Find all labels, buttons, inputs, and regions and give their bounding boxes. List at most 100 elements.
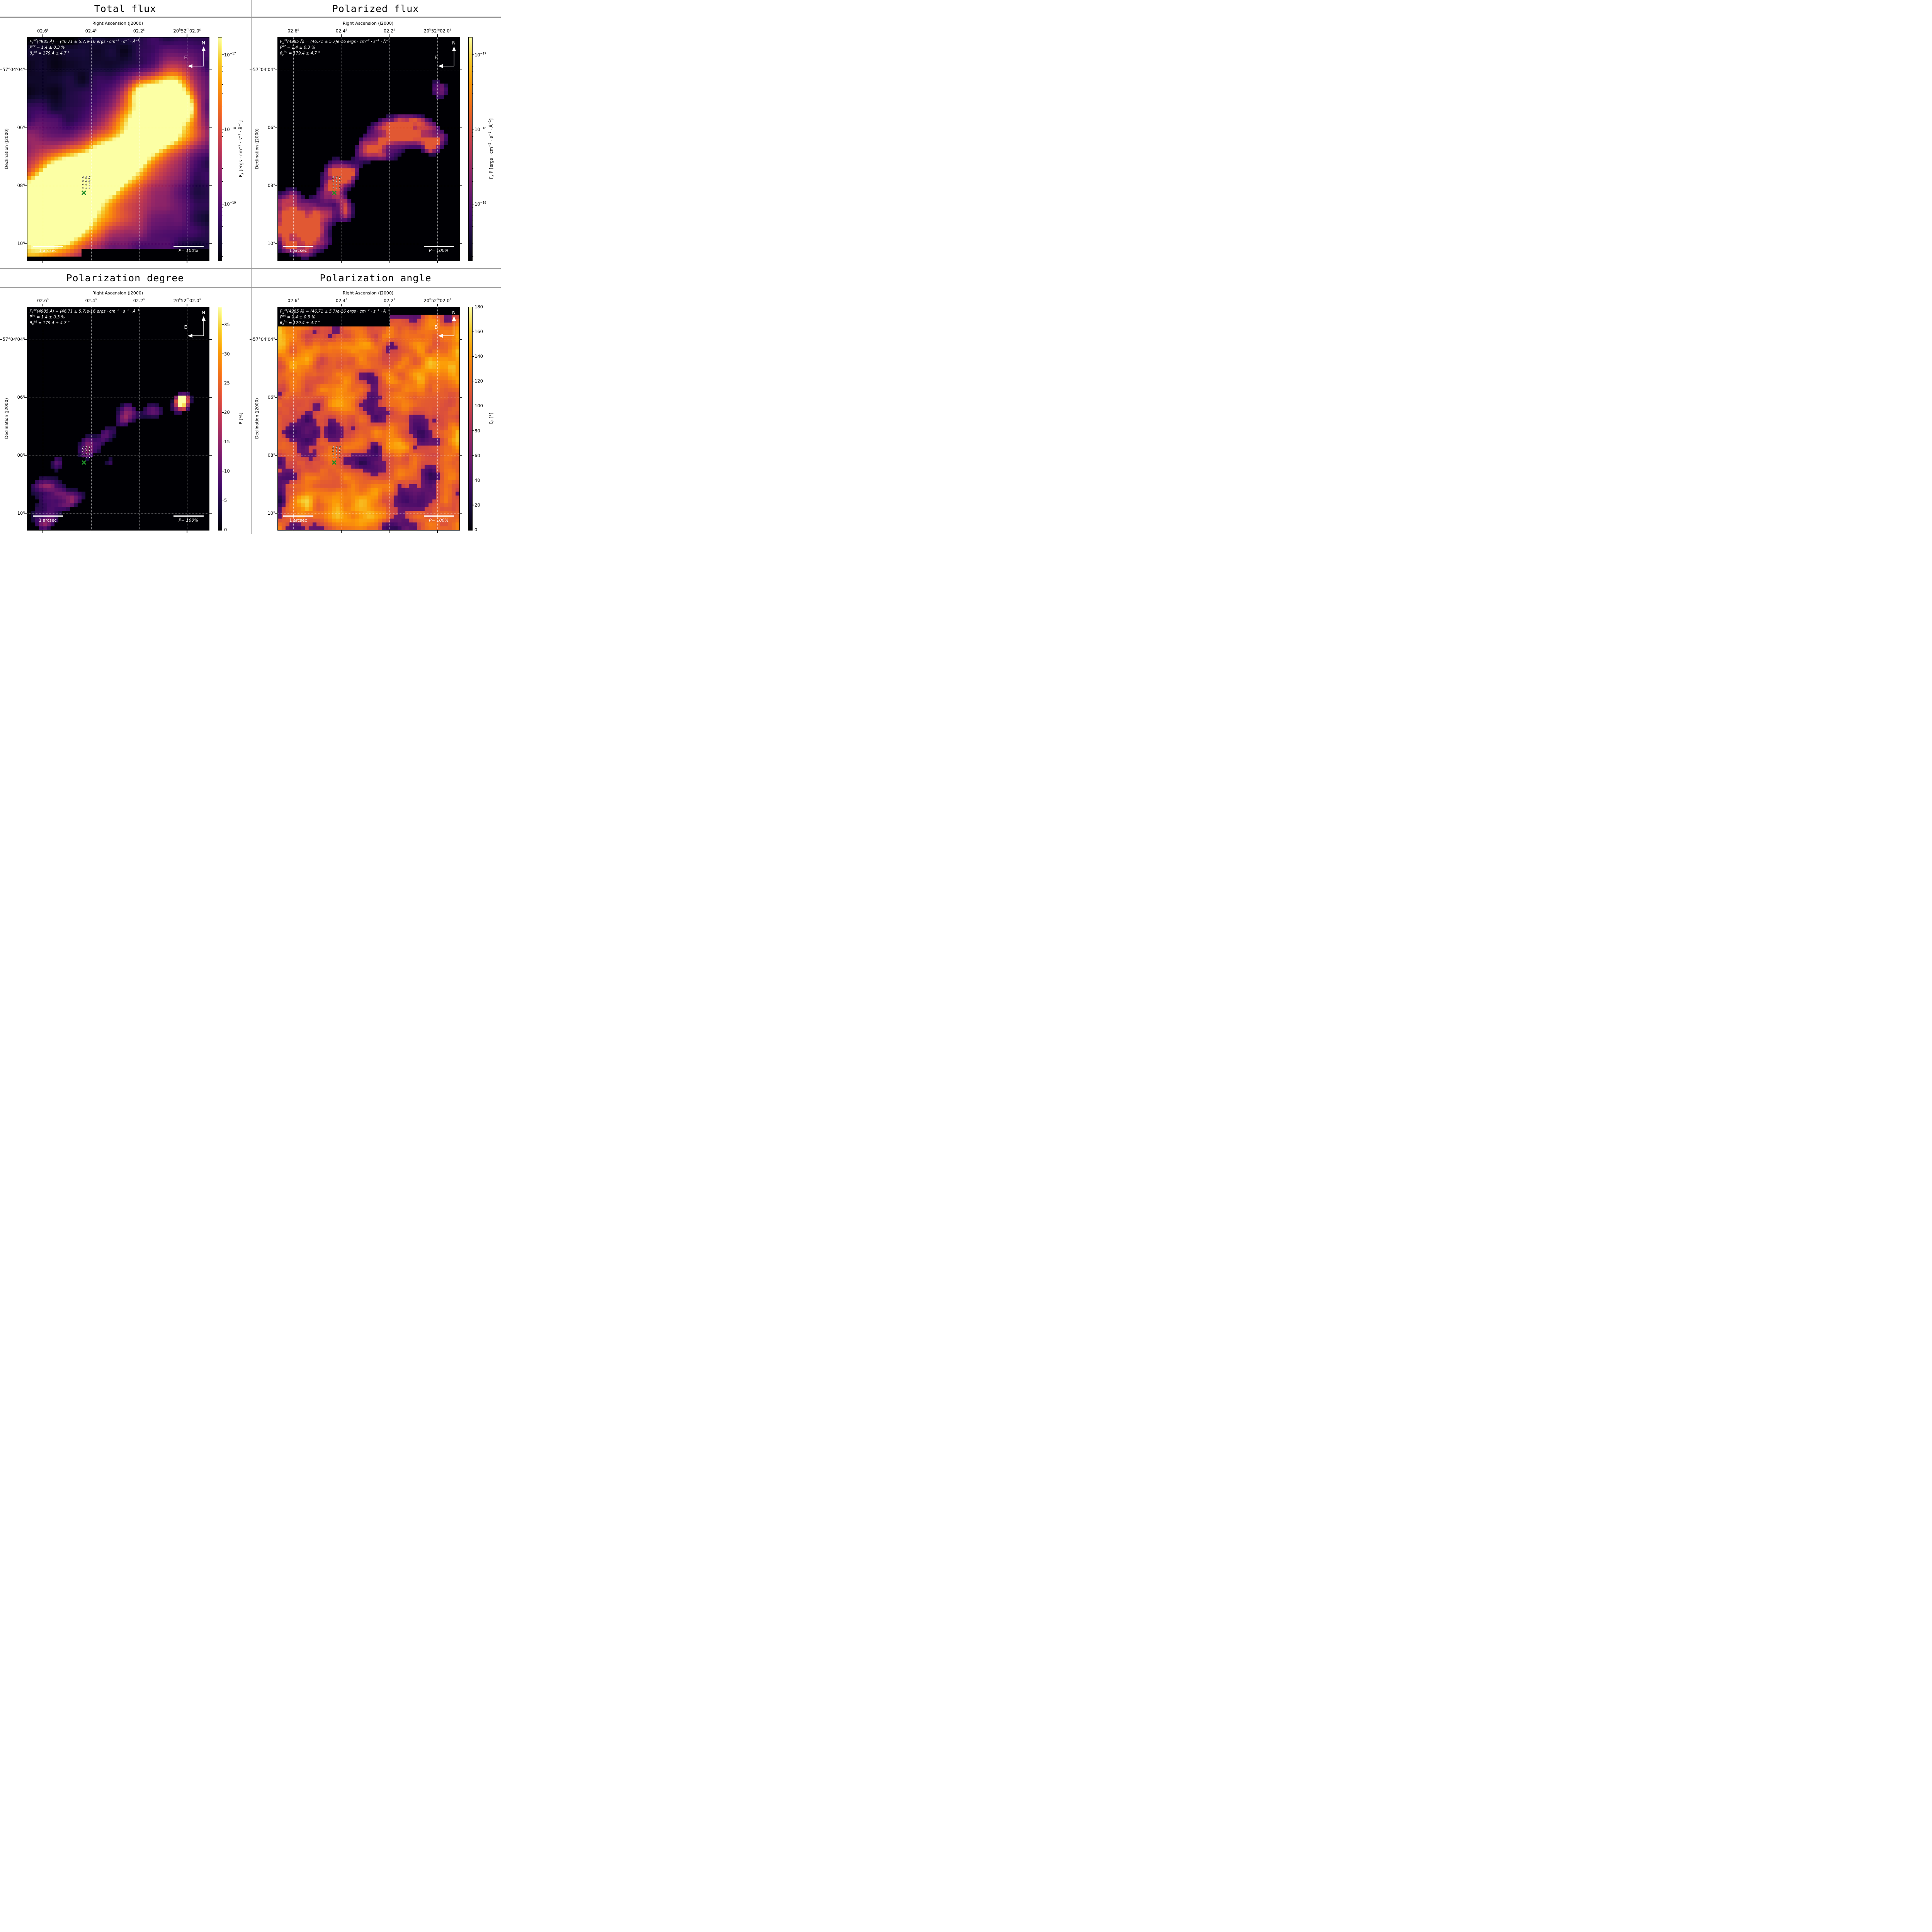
ra-tick-label: 02.4s (335, 298, 347, 303)
y-axis-tick (209, 185, 212, 186)
source-x-marker (82, 460, 87, 465)
y-axis-tick (209, 455, 212, 456)
y-axis-tick (209, 513, 212, 514)
ra-tick-label: 20h52m02.0s (423, 28, 451, 34)
y-axis-tick (24, 455, 27, 456)
ra-axis-title: Right Ascension (J2000) (92, 291, 143, 296)
y-axis-tick (24, 397, 27, 398)
colorbar (218, 37, 222, 261)
colorbar-major-tick (472, 455, 474, 456)
dec-axis-title: Declination (J2000) (4, 398, 9, 439)
ra-tick-label: 02.2s (133, 28, 145, 34)
ra-tick-label: 02.6s (37, 28, 49, 34)
compass-arrows-icon (187, 46, 206, 68)
y-axis-tick (459, 513, 462, 514)
colorbar-minor-tick (222, 136, 223, 137)
y-axis-tick (274, 455, 277, 456)
polarization-legend-label: P= 100% (429, 248, 449, 253)
colorbar-tick-label: 10−18 (474, 126, 486, 132)
colorbar-axis-label: Fλ·P [ergs · cm−2 · s−1 · Å−1] (488, 118, 495, 179)
colorbar-major-tick (222, 324, 224, 325)
annotation-pol-degree-line: Pint = 1.4 ± 0.3 % (280, 314, 315, 320)
colorbar-axis-label: θP [°] (488, 412, 495, 424)
gridline-vertical (293, 307, 294, 530)
heatmap-canvas (277, 37, 459, 260)
panel-title-polarization-degree: Polarization degree (66, 272, 184, 284)
dec-tick-label: −57°04'04" (249, 67, 276, 73)
compass: N E (183, 310, 208, 341)
y-axis-tick (209, 339, 212, 340)
integrated-values-annotation: Fλint(4985 Å) = (46.71 ± 5.7)e-16 ergs ·… (30, 39, 139, 56)
polarization-legend-bar (423, 246, 454, 247)
colorbar-tick-label: 20 (474, 502, 480, 508)
compass-east-label: E (434, 54, 438, 60)
compass-arrows-icon (187, 316, 206, 338)
colorbar (468, 307, 473, 531)
compass: N E (183, 40, 208, 71)
annotation-flux-line: Fλint(4985 Å) = (46.71 ± 5.7)e-16 ergs ·… (29, 39, 139, 45)
colorbar-major-tick (472, 54, 474, 55)
colorbar-tick-label: 15 (224, 439, 230, 445)
compass-north-label: N (452, 40, 456, 46)
colorbar-tick-label: 10−19 (224, 201, 236, 207)
colorbar-tick-label: 40 (474, 477, 480, 483)
compass-north-label: N (452, 310, 456, 315)
colorbar-minor-tick (222, 181, 223, 182)
annotation-pol-angle-line: θPint = 179.4 ± 4.7 ° (29, 50, 70, 57)
scalebar-label: 1 arcsec (289, 248, 307, 253)
annotation-pol-angle-line: θPint = 179.4 ± 4.7 ° (280, 320, 320, 327)
gridline-vertical (91, 307, 92, 530)
ra-tick-label: 02.6s (287, 298, 299, 303)
polarization-legend-bar (173, 246, 204, 247)
annotation-pol-degree-line: Pint = 1.4 ± 0.3 % (280, 44, 315, 50)
gridline-vertical (293, 37, 294, 260)
colorbar-tick-label: 10 (224, 468, 230, 474)
ra-tick-label: 02.2s (133, 298, 145, 303)
compass: N E (433, 310, 459, 341)
panel-polarization-degree: Right Ascension (J2000) Declination (J20… (0, 287, 250, 534)
heatmap-canvas (277, 307, 459, 530)
ra-tick-label: 20h52m02.0s (173, 28, 201, 34)
polarization-legend-label: P= 100% (179, 518, 198, 523)
polarization-vectors (332, 446, 341, 459)
ra-tick-label: 02.4s (85, 298, 97, 303)
colorbar-axis-label: Fλ [ergs · cm−2 · s−1 · Å−1] (238, 120, 245, 177)
scalebar (283, 515, 313, 517)
integrated-values-annotation: Fλint(4985 Å) = (46.71 ± 5.7)e-16 ergs ·… (280, 39, 390, 56)
figure-root: Total flux Polarized flux Polarization d… (0, 0, 501, 534)
scalebar (32, 515, 63, 517)
dec-tick-label: −57°04'04" (0, 67, 25, 73)
y-axis-tick (459, 243, 462, 244)
compass-east-label: E (184, 324, 187, 330)
colorbar-tick-label: 30 (224, 351, 230, 357)
colorbar-tick-label: 10−17 (224, 51, 236, 58)
ra-tick-label: 02.2s (383, 298, 395, 303)
colorbar-tick-label: 25 (224, 380, 230, 386)
colorbar-major-tick (222, 54, 224, 55)
annotation-pol-angle-line: θPint = 179.4 ± 4.7 ° (280, 50, 320, 57)
heatmap-canvas (27, 307, 209, 530)
x-axis-tick (341, 34, 342, 37)
colorbar-tick-label: 0 (474, 527, 478, 532)
panel-title-polarization-angle: Polarization angle (320, 272, 432, 284)
compass: N E (433, 40, 459, 71)
ra-tick-label: 02.4s (85, 28, 97, 34)
compass-east-label: E (184, 54, 187, 60)
gridline-vertical (437, 37, 438, 260)
scalebar (283, 246, 313, 247)
colorbar-tick-label: 20 (224, 410, 230, 415)
dec-tick-label: 08" (17, 183, 25, 189)
dec-tick-label: 06" (267, 125, 276, 131)
y-axis-tick (274, 243, 277, 244)
annotation-pol-degree-line: Pint = 1.4 ± 0.3 % (29, 314, 65, 320)
annotation-flux-line: Fλint(4985 Å) = (46.71 ± 5.7)e-16 ergs ·… (280, 308, 390, 315)
colorbar (218, 307, 222, 531)
colorbar-tick-label: 10−18 (224, 126, 236, 132)
ra-tick-label: 20h52m02.0s (173, 298, 201, 303)
compass-arrows-icon (438, 316, 456, 338)
panel-polarization-angle: Right Ascension (J2000) Declination (J20… (249, 287, 501, 534)
colorbar-axis-label: P [%] (238, 412, 243, 424)
scalebar (32, 246, 63, 247)
colorbar-minor-tick (222, 84, 223, 85)
x-axis-tick (341, 261, 342, 263)
